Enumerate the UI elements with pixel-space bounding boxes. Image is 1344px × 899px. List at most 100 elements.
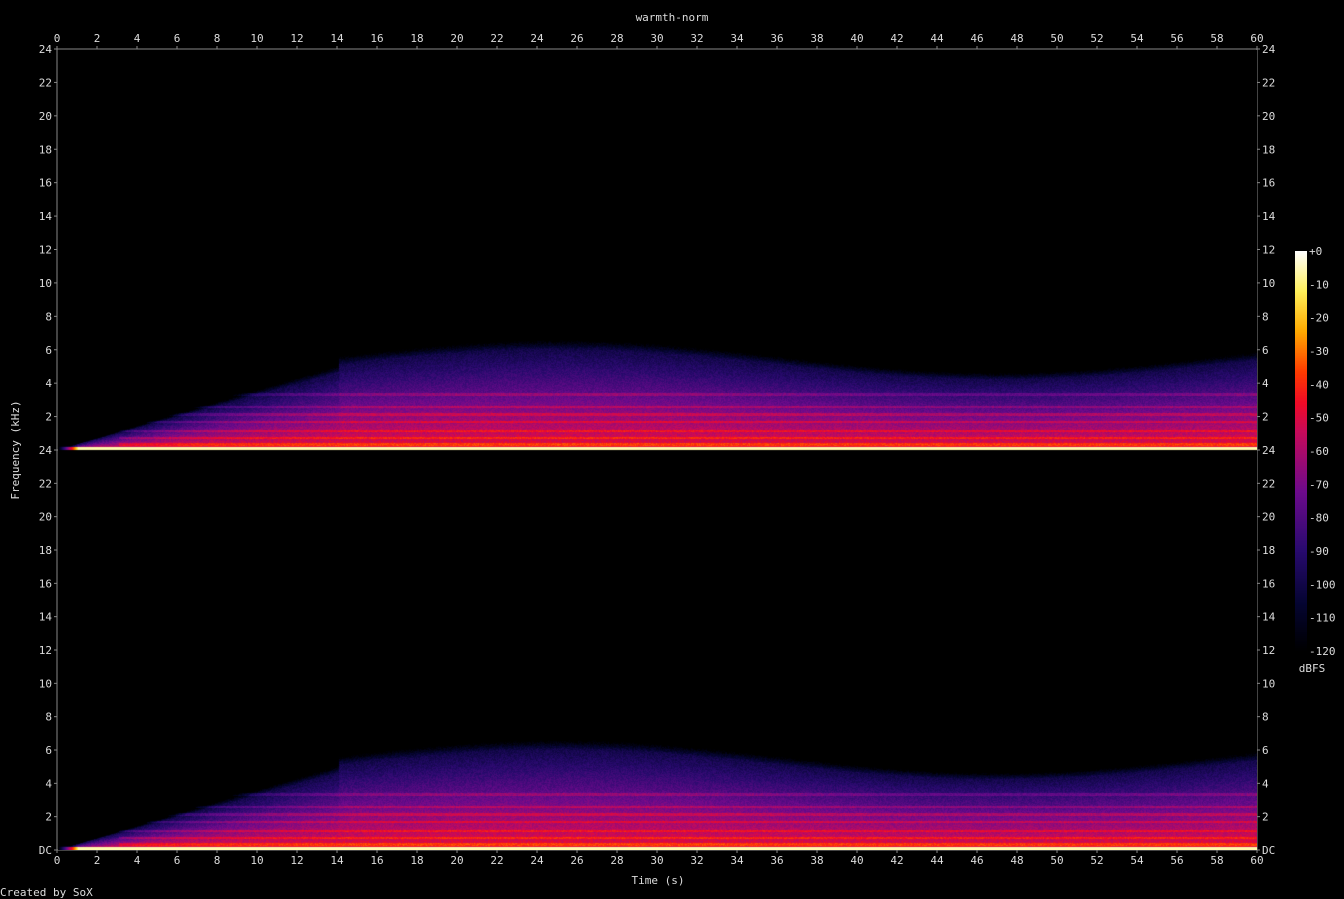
x-tick-label-top: 14 [330, 32, 344, 45]
y-tick-label-left: 12 [39, 244, 52, 257]
x-tick-label-bottom: 50 [1050, 854, 1063, 867]
y-tick-label-right: 14 [1262, 210, 1276, 223]
colorbar-tick-label: -10 [1309, 278, 1329, 291]
x-tick-label-bottom: 48 [1010, 854, 1023, 867]
colorbar-tick-label: -100 [1309, 578, 1336, 591]
y-tick-label-right: 18 [1262, 143, 1275, 156]
y-tick-label-left: 14 [39, 611, 53, 624]
x-tick-label-bottom: 54 [1130, 854, 1144, 867]
x-tick-label-bottom: 8 [214, 854, 221, 867]
x-tick-label-bottom: 22 [490, 854, 503, 867]
x-tick-label-bottom: 14 [330, 854, 344, 867]
y-tick-label-left: 18 [39, 544, 52, 557]
x-tick-label-bottom: 24 [530, 854, 544, 867]
y-tick-label-right: DC [1262, 844, 1275, 857]
x-tick-label-top: 56 [1170, 32, 1183, 45]
x-tick-label-bottom: 38 [810, 854, 823, 867]
x-tick-label-top: 58 [1210, 32, 1223, 45]
y-tick-label-left: 18 [39, 143, 52, 156]
x-tick-label-bottom: 40 [850, 854, 863, 867]
x-tick-label-top: 12 [290, 32, 303, 45]
y-tick-label-right: 16 [1262, 577, 1275, 590]
y-tick-label-left: DC [39, 844, 52, 857]
y-tick-label-right: 16 [1262, 177, 1275, 190]
colorbar-tick-label: -20 [1309, 312, 1329, 325]
x-tick-label-bottom: 0 [54, 854, 61, 867]
x-tick-label-bottom: 26 [570, 854, 583, 867]
spectrogram-heatmap [58, 50, 1257, 850]
y-tick-label-right: 10 [1262, 677, 1275, 690]
x-tick-label-bottom: 52 [1090, 854, 1103, 867]
x-tick-label-bottom: 44 [930, 854, 944, 867]
x-tick-label-bottom: 4 [134, 854, 141, 867]
x-tick-label-bottom: 58 [1210, 854, 1223, 867]
chart-title: warmth-norm [636, 11, 709, 24]
y-tick-label-right: 6 [1262, 744, 1269, 757]
y-tick-label-right: 2 [1262, 811, 1269, 824]
colorbar-tick-label: -40 [1309, 378, 1329, 391]
x-tick-label-top: 18 [410, 32, 423, 45]
x-tick-label-top: 48 [1010, 32, 1023, 45]
colorbar-tick-label: -30 [1309, 345, 1329, 358]
y-tick-label-right: 8 [1262, 711, 1269, 724]
x-tick-label-top: 50 [1050, 32, 1063, 45]
y-tick-label-left: 20 [39, 511, 52, 524]
y-tick-label-left: 10 [39, 277, 52, 290]
y-tick-label-left: 16 [39, 577, 52, 590]
x-tick-label-bottom: 28 [610, 854, 623, 867]
y-tick-label-right: 18 [1262, 544, 1275, 557]
x-tick-label-top: 32 [690, 32, 703, 45]
y-tick-label-right: 14 [1262, 611, 1276, 624]
x-tick-label-bottom: 46 [970, 854, 983, 867]
x-tick-label-bottom: 20 [450, 854, 463, 867]
x-tick-label-bottom: 6 [174, 854, 181, 867]
y-tick-label-left: 8 [45, 711, 52, 724]
y-tick-label-right: 6 [1262, 344, 1269, 357]
x-tick-label-top: 38 [810, 32, 823, 45]
y-tick-label-right: 20 [1262, 511, 1275, 524]
y-tick-label-right: 12 [1262, 244, 1275, 257]
colorbar-tick-label: -90 [1309, 545, 1329, 558]
x-tick-label-top: 28 [610, 32, 623, 45]
y-tick-label-left: 4 [45, 777, 52, 790]
x-tick-label-top: 44 [930, 32, 944, 45]
colorbar-tick-label: -110 [1309, 612, 1336, 625]
x-tick-label-top: 6 [174, 32, 181, 45]
x-tick-label-bottom: 34 [730, 854, 744, 867]
x-tick-label-top: 4 [134, 32, 141, 45]
colorbar-tick-label: +0 [1309, 245, 1322, 258]
y-tick-label-left: 2 [45, 411, 52, 424]
y-tick-label-left: 2 [45, 811, 52, 824]
x-tick-label-bottom: 60 [1250, 854, 1263, 867]
colorbar-tick-label: -60 [1309, 445, 1329, 458]
x-tick-label-top: 22 [490, 32, 503, 45]
x-tick-label-bottom: 42 [890, 854, 903, 867]
y-tick-label-right: 4 [1262, 377, 1269, 390]
x-tick-label-top: 30 [650, 32, 663, 45]
y-tick-label-left: 24 [39, 444, 53, 457]
y-tick-label-left: 20 [39, 110, 52, 123]
x-tick-label-top: 36 [770, 32, 783, 45]
footer-credit: Created by SoX [0, 886, 93, 899]
x-tick-label-top: 52 [1090, 32, 1103, 45]
x-tick-label-top: 0 [54, 32, 61, 45]
x-tick-label-bottom: 10 [250, 854, 263, 867]
x-tick-label-top: 10 [250, 32, 263, 45]
x-tick-label-top: 26 [570, 32, 583, 45]
y-tick-label-left: 16 [39, 177, 52, 190]
y-tick-label-right: 10 [1262, 277, 1275, 290]
y-tick-label-left: 8 [45, 310, 52, 323]
y-tick-label-right: 22 [1262, 76, 1275, 89]
y-tick-label-left: 12 [39, 644, 52, 657]
x-tick-label-top: 40 [850, 32, 863, 45]
x-tick-label-bottom: 12 [290, 854, 303, 867]
x-tick-label-top: 54 [1130, 32, 1144, 45]
x-tick-label-bottom: 36 [770, 854, 783, 867]
y-tick-label-right: 4 [1262, 777, 1269, 790]
x-tick-label-bottom: 32 [690, 854, 703, 867]
y-tick-label-right: 22 [1262, 477, 1275, 490]
x-tick-label-top: 34 [730, 32, 744, 45]
colorbar-tick-label: -120 [1309, 645, 1336, 658]
y-tick-label-right: 8 [1262, 310, 1269, 323]
